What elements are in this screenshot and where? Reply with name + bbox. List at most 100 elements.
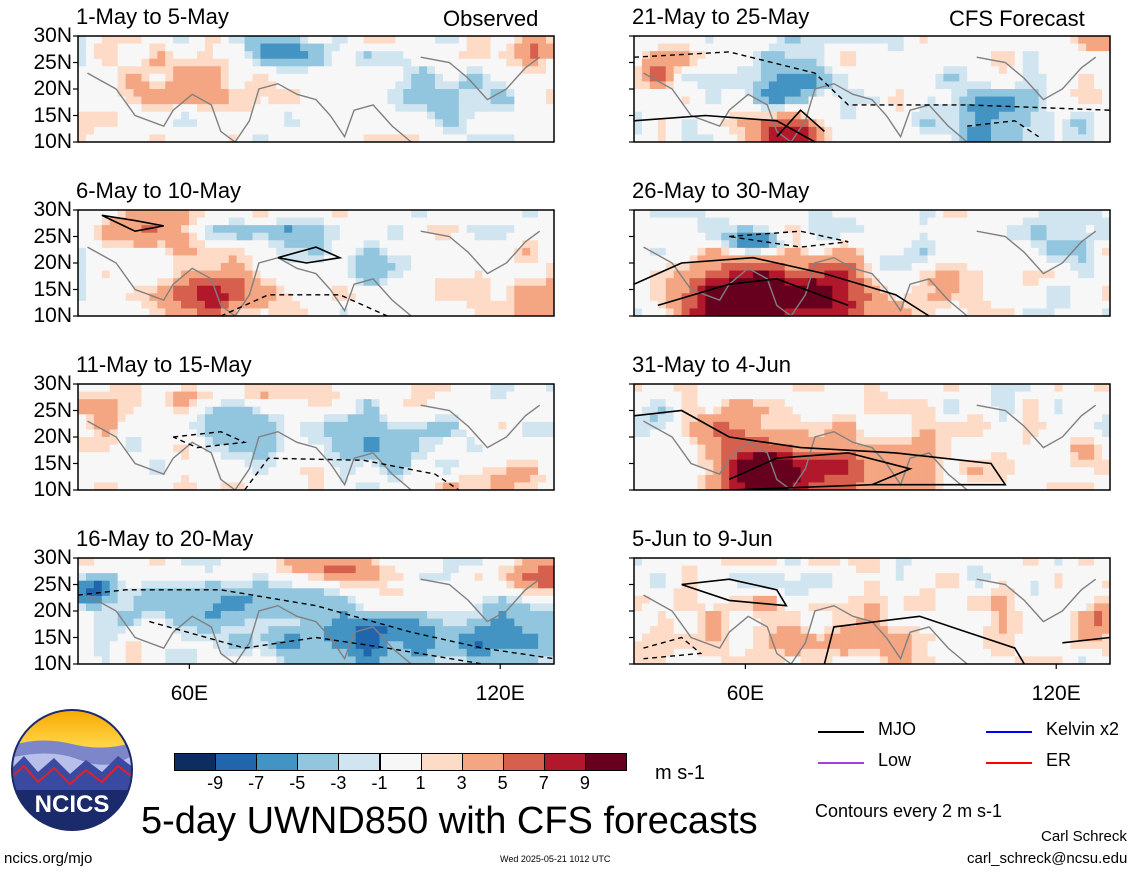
panel-2-field: [78, 210, 554, 316]
panel-5-field: [634, 36, 1110, 142]
mjo-contour: [823, 615, 1025, 664]
mjo-contour: [101, 214, 164, 233]
panel-1: [73, 35, 555, 143]
legend-label: Low: [878, 750, 912, 770]
lat-tick-label: 20N: [33, 251, 72, 274]
logo-text: NCICS: [35, 791, 110, 818]
panel-title: 1-May to 5-May: [76, 4, 229, 29]
panel-4-field: [78, 558, 554, 664]
coastline: [976, 230, 1097, 275]
coastline: [87, 594, 412, 664]
lat-tick-label: 25N: [33, 50, 72, 74]
coastline: [643, 246, 968, 316]
lon-tick-label: 60E: [726, 682, 765, 705]
colorbar-tick-label: -7: [248, 773, 265, 793]
mjo-contour: [634, 114, 816, 142]
coastline: [643, 420, 968, 490]
coastline: [976, 56, 1097, 101]
panel-1-field: [78, 36, 554, 142]
lat-tick-label: 25N: [33, 398, 72, 422]
panel-6-field: [634, 210, 1110, 316]
colorbar-units: m s-1: [655, 762, 705, 784]
lat-tick-label: 10N: [33, 652, 72, 675]
mjo-contour-negative: [643, 636, 703, 660]
lat-tick-label: 30N: [33, 198, 72, 221]
coastline: [976, 578, 1097, 623]
colorbar-swatch: [215, 753, 258, 771]
colorbar-swatch: [297, 753, 340, 771]
lat-tick-label: 15N: [33, 277, 72, 301]
contour-note: Contours every 2 m s-1: [815, 801, 1003, 821]
ncics-logo: NCICS: [10, 708, 134, 832]
colorbar-swatch: [420, 753, 463, 771]
lat-tick-label: 15N: [33, 625, 72, 649]
lat-tick-label: 30N: [33, 24, 72, 47]
panel-title: 26-May to 30-May: [632, 178, 810, 203]
footer-author: Carl Schreck: [1041, 828, 1127, 845]
mjo-contour: [277, 246, 343, 264]
lat-tick-label: 20N: [33, 599, 72, 622]
mjo-contour-negative: [244, 457, 460, 490]
main-title: 5-day UWND850 with CFS forecasts: [141, 800, 758, 842]
footer-email[interactable]: carl_schreck@ncsu.edu: [967, 850, 1128, 867]
colorbar-swatch: [543, 753, 586, 771]
panel-7-field: [634, 384, 1110, 490]
colorbar-tick-label: 9: [579, 773, 590, 793]
lat-tick-label: 30N: [33, 372, 72, 395]
colorbar-tick-label: -9: [207, 773, 224, 793]
observed-label: Observed: [443, 6, 539, 31]
mjo-contour: [728, 452, 913, 486]
lat-tick-label: 10N: [33, 478, 72, 501]
panel-title: 31-May to 4-Jun: [632, 352, 791, 377]
mjo-contour-negative: [729, 230, 849, 248]
lat-tick-label: 25N: [33, 572, 72, 596]
mjo-contour-negative: [967, 120, 1039, 138]
legend-line-1: [986, 731, 1032, 733]
footer-timestamp: Wed 2025-05-21 1012 UTC: [500, 854, 611, 864]
coastline: [87, 420, 412, 490]
legend-line-2: [818, 762, 864, 764]
panel-title: 21-May to 25-May: [632, 4, 810, 29]
lat-tick-label: 15N: [33, 451, 72, 475]
panel-8-field: [634, 558, 1110, 664]
lat-tick-label: 10N: [33, 130, 72, 153]
footer-url[interactable]: ncics.org/mjo: [4, 850, 93, 867]
lat-tick-label: 25N: [33, 224, 72, 248]
lon-tick-label: 120E: [1031, 682, 1081, 705]
panel-2: [73, 209, 555, 317]
panel-7: [629, 383, 1111, 491]
coastline: [87, 72, 412, 142]
legend-line-0: [818, 731, 864, 733]
colorbar-swatch: [256, 753, 299, 771]
panel-title: 11-May to 15-May: [76, 352, 252, 377]
coastline: [643, 72, 968, 142]
mjo-contour: [1062, 636, 1110, 644]
lat-tick-label: 10N: [33, 304, 72, 327]
mjo-contour: [634, 409, 1007, 490]
lon-tick-label: 60E: [170, 682, 209, 705]
coastline: [976, 404, 1097, 449]
panel-3-field: [78, 384, 554, 490]
coastline: [420, 56, 541, 101]
panel-8: [629, 557, 1111, 665]
lat-tick-label: 20N: [33, 77, 72, 100]
lon-tick-label: 120E: [475, 682, 525, 705]
mjo-contour-negative: [149, 620, 483, 664]
forecast-label: CFS Forecast: [949, 6, 1085, 31]
lat-tick-label: 30N: [33, 546, 72, 569]
legend-label: MJO: [878, 719, 916, 739]
colorbar-tick-label: -5: [289, 773, 306, 793]
mjo-contour-negative: [172, 430, 248, 449]
colorbar-swatch: [461, 753, 504, 771]
colorbar-swatch: [174, 753, 217, 771]
panel-title: 5-Jun to 9-Jun: [632, 526, 773, 551]
colorbar-tick-label: 5: [497, 773, 508, 793]
lat-tick-label: 20N: [33, 425, 72, 448]
colorbar-tick-label: -3: [330, 773, 347, 793]
colorbar-swatch: [502, 753, 545, 771]
colorbar-tick-label: 7: [538, 773, 549, 793]
colorbar-swatch: [338, 753, 381, 771]
legend-line-3: [986, 762, 1032, 764]
colorbar-swatch: [379, 753, 422, 771]
